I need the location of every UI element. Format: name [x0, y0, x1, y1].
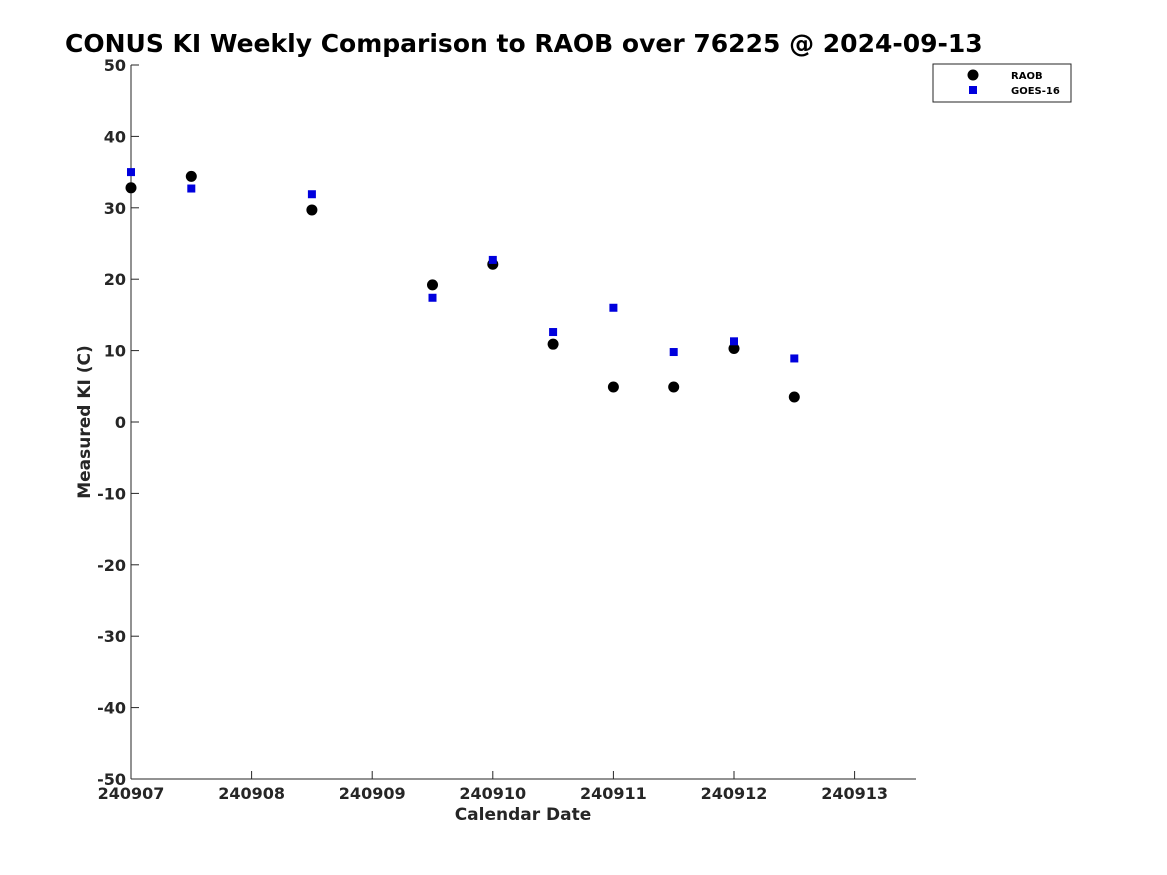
goes16-point: [428, 293, 437, 302]
x-ticks: 240907 240908 240909 240910 240911 240912 2409…: [98, 771, 888, 803]
legend-marker-goes: [969, 86, 977, 94]
x-tick-label: 240908: [218, 784, 285, 803]
x-tick-label: 240912: [701, 784, 768, 803]
x-tick-label: 240909: [339, 784, 406, 803]
legend: RAOB GOES-16: [932, 63, 1072, 103]
series-goes-16: [127, 168, 799, 363]
legend-marker-raob: [967, 69, 979, 81]
raob-point: [427, 279, 438, 291]
goes16-point: [790, 354, 799, 363]
legend-box: [932, 63, 1072, 103]
raob-point: [728, 342, 740, 354]
y-tick-label: 20: [104, 270, 126, 289]
raob-point: [125, 182, 137, 194]
raob-point: [547, 338, 559, 350]
x-tick-label: 240913: [821, 784, 888, 803]
legend-label-goes: GOES-16: [1011, 86, 1060, 97]
plot-points: [125, 168, 800, 403]
x-tick-label: 240907: [98, 784, 165, 803]
y-tick-label: -10: [97, 484, 126, 503]
y-axis-label: Measured KI (C): [75, 345, 95, 499]
raob-point: [788, 391, 800, 403]
y-tick-label: -30: [97, 627, 126, 646]
series-raob: [125, 170, 800, 403]
y-tick-label: 10: [104, 342, 126, 361]
goes16-point: [669, 348, 678, 357]
x-axis: 240907 240908 240909 240910 240911 240912 2409…: [98, 771, 916, 803]
legend-label-raob: RAOB: [1011, 71, 1043, 82]
goes16-point: [307, 190, 316, 199]
y-tick-label: 0: [115, 413, 126, 432]
goes16-point: [730, 337, 738, 346]
x-axis-label: Calendar Date: [455, 805, 592, 825]
y-tick-label: -50: [97, 770, 126, 789]
raob-point: [668, 381, 680, 393]
raob-point: [185, 170, 197, 182]
x-tick-label: 240910: [459, 784, 526, 803]
y-ticks: -50 -40 -30 -20 -10 0 10 20 30 40 50: [97, 56, 139, 789]
y-tick-label: -40: [97, 699, 126, 718]
y-tick-label: 50: [104, 56, 126, 75]
goes16-point: [549, 328, 558, 337]
y-axis: -50 -40 -30 -20 -10 0 10 20 30 40 50: [97, 56, 139, 789]
goes16-point: [127, 168, 135, 177]
goes16-point: [609, 303, 618, 312]
goes16-point: [187, 184, 196, 193]
x-tick-label: 240911: [580, 784, 647, 803]
y-tick-label: 30: [104, 199, 126, 218]
chart-title: CONUS KI Weekly Comparison to RAOB over …: [65, 29, 983, 58]
raob-point: [306, 204, 318, 216]
raob-point: [607, 381, 619, 393]
y-tick-label: 40: [104, 127, 126, 146]
goes16-point: [488, 255, 497, 264]
y-tick-label: -20: [97, 556, 126, 575]
